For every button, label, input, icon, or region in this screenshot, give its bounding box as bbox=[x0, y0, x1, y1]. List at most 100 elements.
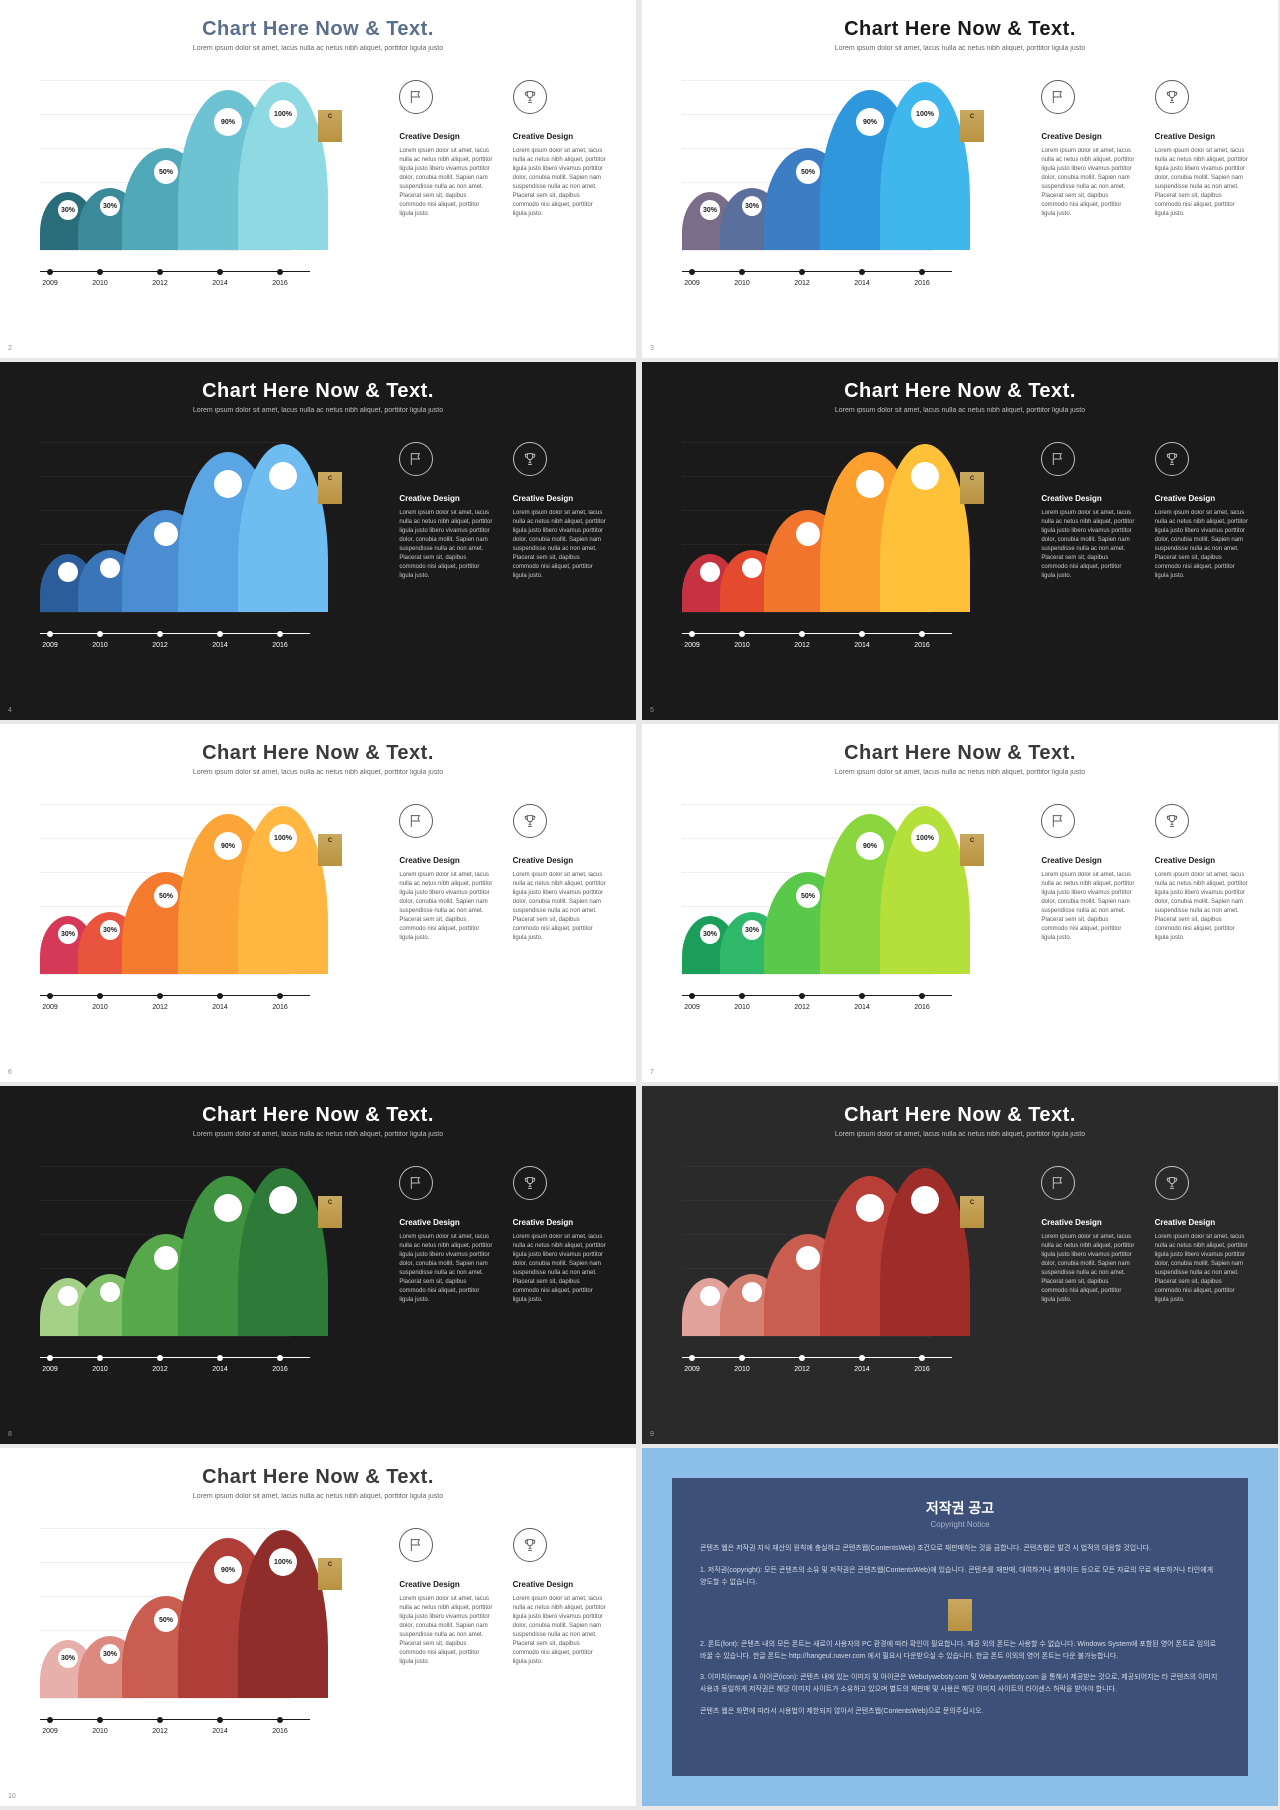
xaxis-label: 2016 bbox=[914, 1004, 930, 1011]
percent-circle bbox=[856, 1194, 884, 1222]
slide-subtitle: Lorem ipsum dolor sit amet, lacus nulla … bbox=[642, 1131, 1278, 1138]
percent-circle bbox=[214, 1194, 242, 1222]
info-heading: Creative Design bbox=[513, 494, 606, 503]
slide-content: 30%30%50%90%100%C 20092010201220142016 Cre… bbox=[682, 804, 1248, 1052]
info-column: Creative DesignLorem ipsum dolor sit ame… bbox=[399, 804, 492, 1052]
info-column: Creative DesignLorem ipsum dolor sit ame… bbox=[513, 804, 606, 1052]
info-column: Creative DesignLorem ipsum dolor sit ame… bbox=[513, 1166, 606, 1414]
chart-area: 30%30%50%90%100%C20092010201220142016 bbox=[40, 80, 329, 300]
xaxis-label: 2010 bbox=[734, 1004, 750, 1011]
percent-circle: 30% bbox=[742, 920, 762, 940]
xaxis-label: 2009 bbox=[684, 1004, 700, 1011]
flag-icon bbox=[399, 80, 433, 114]
info-body: Lorem ipsum dolor sit amet, lacus nulla … bbox=[399, 147, 492, 219]
chart-xaxis: 20092010201220142016 bbox=[40, 633, 310, 634]
percent-circle: 30% bbox=[700, 200, 720, 220]
slide-title: Chart Here Now & Text. bbox=[0, 1466, 636, 1489]
slide-header: Chart Here Now & Text.Lorem ipsum dolor … bbox=[0, 362, 636, 414]
chart-humps: 30%30%50%90%100%C bbox=[682, 80, 952, 250]
percent-circle: 100% bbox=[269, 100, 297, 128]
percent-circle bbox=[100, 1282, 120, 1302]
chart-area: 30%30%50%90%100%C 20092010201220142016 bbox=[682, 804, 971, 1024]
info-body: Lorem ipsum dolor sit amet, lacus nulla … bbox=[513, 1595, 606, 1667]
contents-badge: C bbox=[318, 834, 342, 866]
slide-content: 30%30%50%90%100%C20092010201220142016 Cre… bbox=[40, 1528, 606, 1776]
xaxis-label: 2009 bbox=[684, 280, 700, 287]
xaxis-label: 2010 bbox=[92, 1004, 108, 1011]
percent-circle bbox=[796, 522, 820, 546]
info-heading: Creative Design bbox=[399, 132, 492, 141]
chart-slide: Chart Here Now & Text. Lorem ipsum dolor … bbox=[642, 1086, 1278, 1444]
info-column: Creative DesignLorem ipsum dolor sit ame… bbox=[1155, 804, 1248, 1052]
chart-humps: C bbox=[682, 442, 952, 612]
xaxis-label: 2016 bbox=[272, 642, 288, 649]
slide-title: Chart Here Now & Text. bbox=[642, 742, 1278, 765]
chart-slide: Chart Here Now & Text.Lorem ipsum dolor … bbox=[0, 362, 636, 720]
info-column: Creative DesignLorem ipsum dolor sit ame… bbox=[1041, 80, 1134, 328]
chart-xaxis: 20092010201220142016 bbox=[682, 1357, 952, 1358]
flag-icon bbox=[399, 1166, 433, 1200]
contents-badge: C bbox=[960, 834, 984, 866]
xaxis-label: 2016 bbox=[914, 642, 930, 649]
info-column: Creative DesignLorem ipsum dolor sit ame… bbox=[399, 1528, 492, 1776]
slide-header: Chart Here Now & Text. Lorem ipsum dolor … bbox=[642, 1086, 1278, 1138]
slide-number: 6 bbox=[8, 1069, 12, 1076]
percent-circle bbox=[58, 562, 78, 582]
trophy-icon bbox=[513, 80, 547, 114]
info-heading: Creative Design bbox=[513, 1580, 606, 1589]
info-column: Creative DesignLorem ipsum dolor sit ame… bbox=[1041, 1166, 1134, 1414]
xaxis-label: 2014 bbox=[854, 1366, 870, 1373]
slide-subtitle: Lorem ipsum dolor sit amet, lacus nulla … bbox=[0, 45, 636, 52]
slide-number: 7 bbox=[650, 1069, 654, 1076]
info-heading: Creative Design bbox=[1155, 856, 1248, 865]
info-column: Creative DesignLorem ipsum dolor sit ame… bbox=[1155, 80, 1248, 328]
contents-badge: C bbox=[960, 472, 984, 504]
copyright-paragraph: 1. 저작권(copyright): 모든 콘텐츠의 소유 및 저작권은 콘텐츠… bbox=[700, 1565, 1220, 1589]
info-body: Lorem ipsum dolor sit amet, lacus nulla … bbox=[1155, 509, 1248, 581]
chart-xaxis: 20092010201220142016 bbox=[682, 995, 952, 996]
info-column: Creative Design Lorem ipsum dolor sit ame… bbox=[513, 1528, 606, 1776]
info-heading: Creative Design bbox=[1155, 494, 1248, 503]
slide-number: 2 bbox=[8, 345, 12, 352]
percent-circle bbox=[269, 462, 297, 490]
slide-header: Chart Here Now & Text.Lorem ipsum dolor … bbox=[0, 1086, 636, 1138]
slide-content: C20092010201220142016Creative DesignLore… bbox=[40, 442, 606, 690]
info-body: Lorem ipsum dolor sit amet, lacus nulla … bbox=[399, 871, 492, 943]
xaxis-label: 2016 bbox=[914, 280, 930, 287]
trophy-icon bbox=[1155, 1166, 1189, 1200]
percent-circle bbox=[214, 470, 242, 498]
percent-circle: 50% bbox=[796, 160, 820, 184]
xaxis-label: 2012 bbox=[152, 1366, 168, 1373]
chart-humps: 30%30%50%90%100%C bbox=[682, 804, 952, 974]
trophy-icon bbox=[513, 442, 547, 476]
chart-xaxis: 20092010201220142016 bbox=[40, 995, 310, 996]
slide-content: C20092010201220142016 Creative Design Lore… bbox=[682, 442, 1248, 690]
chart-area: C20092010201220142016 bbox=[682, 442, 971, 662]
percent-circle: 90% bbox=[856, 108, 884, 136]
xaxis-label: 2014 bbox=[212, 642, 228, 649]
xaxis-label: 2009 bbox=[42, 642, 58, 649]
percent-circle: 50% bbox=[154, 160, 178, 184]
copyright-paragraph: 3. 이미지(image) & 아이콘(icon): 콘텐츠 내에 있는 이미지… bbox=[700, 1672, 1220, 1696]
info-heading: Creative Design bbox=[399, 1580, 492, 1589]
info-heading: Creative Design bbox=[1041, 494, 1134, 503]
chart-humps: 30%30%50%90%100%C bbox=[40, 1528, 310, 1698]
chart-area: 30%30%50%90%100%C20092010201220142016 bbox=[40, 1528, 329, 1748]
slide-header: Chart Here Now & Text.Lorem ipsum dolor … bbox=[642, 0, 1278, 52]
slide-number: 9 bbox=[650, 1431, 654, 1438]
percent-circle bbox=[700, 562, 720, 582]
chart-xaxis: 20092010201220142016 bbox=[40, 271, 310, 272]
chart-humps: 30%30%50%90%100%C bbox=[40, 80, 310, 250]
percent-circle: 50% bbox=[154, 884, 178, 908]
info-heading: Creative Design bbox=[513, 856, 606, 865]
copyright-slide: 저작권 공고Copyright Notice콘텐츠 웹은 저작권 지식 재산의 … bbox=[642, 1448, 1278, 1806]
chart-xaxis: 20092010201220142016 bbox=[682, 271, 952, 272]
info-column: Creative DesignLorem ipsum dolor sit ame… bbox=[513, 442, 606, 690]
percent-circle bbox=[100, 558, 120, 578]
percent-circle: 90% bbox=[214, 1556, 242, 1584]
trophy-icon bbox=[513, 1528, 547, 1562]
xaxis-label: 2016 bbox=[272, 1366, 288, 1373]
percent-circle: 30% bbox=[58, 200, 78, 220]
slide-title: Chart Here Now & Text. bbox=[642, 1104, 1278, 1127]
info-body: Lorem ipsum dolor sit amet, lacus nulla … bbox=[399, 509, 492, 581]
